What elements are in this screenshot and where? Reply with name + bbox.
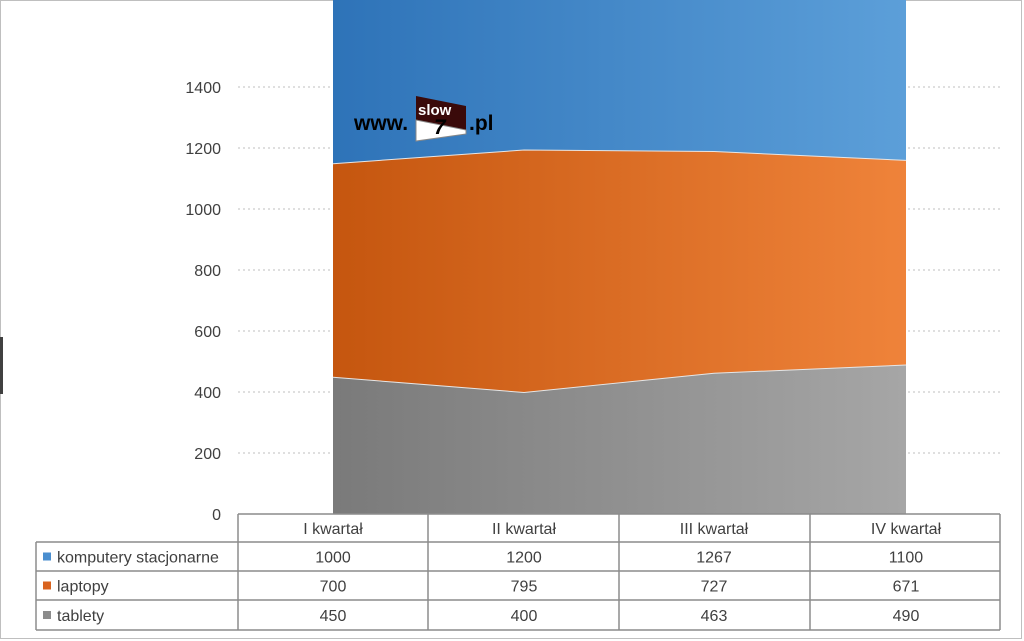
y-tick-label: 1200 — [185, 141, 221, 158]
watermark-digit: 7 — [434, 116, 447, 139]
x-category-label: III kwartał — [680, 521, 749, 538]
table-cell: 795 — [511, 579, 538, 596]
y-tick-label: 600 — [194, 324, 221, 341]
y-tick-label: 0 — [212, 507, 221, 524]
legend-label: komputery stacjonarne — [57, 550, 219, 567]
watermark-prefix: www. — [353, 112, 408, 135]
area-komputery-stacjonarne — [333, 0, 906, 164]
legend-swatch — [43, 581, 51, 590]
plot-areas — [332, 0, 907, 514]
table-cell: 490 — [893, 608, 920, 625]
x-category-label: II kwartał — [492, 521, 556, 538]
table-cell: 450 — [320, 608, 347, 625]
table-cell: 727 — [701, 579, 728, 596]
table-cell: 400 — [511, 608, 538, 625]
table-cell: 1100 — [889, 550, 924, 567]
table-cell: 700 — [320, 579, 347, 596]
legend-swatch — [43, 611, 51, 619]
y-tick-label: 800 — [194, 263, 221, 280]
x-category-label: I kwartał — [303, 521, 363, 538]
watermark-word: slow — [418, 102, 452, 119]
area-laptopy — [333, 149, 906, 392]
legend-swatch — [43, 552, 51, 561]
left-edge-marker — [0, 337, 3, 394]
table-cell: 1000 — [315, 550, 351, 567]
table-cell: 463 — [701, 608, 728, 625]
table-cell: 1267 — [696, 550, 732, 567]
watermark-badge-bottom — [415, 119, 467, 142]
watermark-badge-top — [416, 96, 466, 130]
legend-label: tablety — [57, 608, 104, 625]
x-category-label: IV kwartał — [871, 521, 942, 538]
table-cell: 671 — [893, 579, 920, 596]
data-table: I kwartał II kwartał III kwartał IV kwartał… — [35, 513, 1001, 631]
y-tick-label: 1000 — [185, 202, 221, 219]
y-tick-label: 400 — [194, 385, 221, 402]
area-tablety — [333, 364, 906, 514]
y-axis-ticks: 0 200 400 600 800 1000 1200 1400 — [185, 80, 221, 524]
y-tick-label: 200 — [194, 446, 221, 463]
y-tick-label: 1400 — [185, 80, 221, 97]
legend-label: laptopy — [57, 579, 109, 596]
table-cell: 1200 — [506, 550, 542, 567]
watermark-logo: www. slow 7 .pl — [353, 96, 494, 142]
watermark-suffix: .pl — [469, 112, 494, 135]
